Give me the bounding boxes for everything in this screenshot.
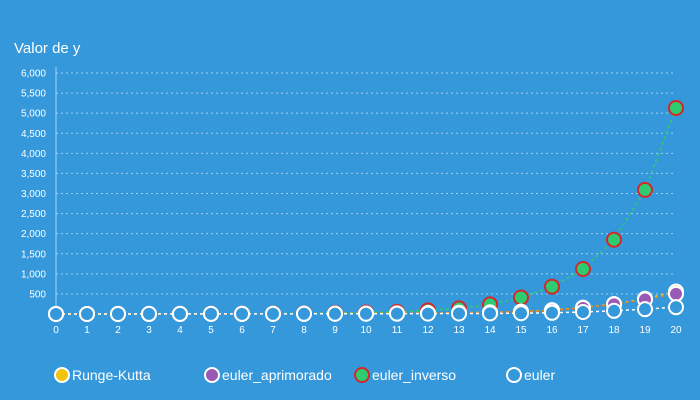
data-point <box>482 305 498 322</box>
data-point <box>234 305 250 322</box>
legend-item: euler <box>506 367 555 383</box>
y-tick-label: 2,500 <box>21 209 46 220</box>
legend-label: euler_inverso <box>372 367 456 383</box>
y-tick-label: 6,000 <box>21 69 46 80</box>
data-point <box>637 301 653 318</box>
x-tick-label: 3 <box>146 325 152 336</box>
x-tick-label: 2 <box>115 325 121 336</box>
data-point <box>110 305 126 322</box>
axes: 500 1,000 1,500 2,000 2,500 3,000 3,500 4,000 4,… <box>21 67 682 336</box>
x-tick-label: 17 <box>577 325 589 336</box>
x-tick-label: 12 <box>422 325 434 336</box>
data-point <box>265 305 281 322</box>
y-tick-label: 3,000 <box>21 189 46 200</box>
data-point <box>575 261 591 278</box>
y-tick-label: 1,000 <box>21 269 46 280</box>
legend-item: euler_aprimorado <box>204 367 332 383</box>
x-tick-label: 11 <box>392 325 403 336</box>
legend-item: Runge-Kutta <box>54 367 151 383</box>
x-tick-label: 0 <box>53 325 59 336</box>
x-tick-label: 15 <box>515 325 527 336</box>
x-tick-label: 9 <box>332 325 338 336</box>
x-tick-label: 1 <box>84 325 90 336</box>
y-tick-label: 5,500 <box>21 89 46 100</box>
data-point <box>389 305 405 322</box>
x-tick-label: 16 <box>546 325 558 336</box>
y-tick-label: 3,500 <box>21 169 46 180</box>
data-point <box>575 303 591 320</box>
gridlines <box>56 72 676 295</box>
data-point <box>637 181 653 198</box>
data-point <box>358 305 374 322</box>
series-line <box>56 306 677 315</box>
x-tick-label: 14 <box>484 325 496 336</box>
data-point <box>668 285 684 302</box>
x-tick-label: 8 <box>301 325 307 336</box>
data-point <box>141 305 157 322</box>
legend-item: euler_inverso <box>354 367 456 383</box>
data-point <box>451 305 467 322</box>
data-point <box>327 305 343 322</box>
data-point <box>296 305 312 322</box>
x-tick-label: 6 <box>239 325 245 336</box>
data-point <box>544 278 560 295</box>
chart-title: Valor de y <box>14 40 81 57</box>
y-tick-label: 5,000 <box>21 109 46 120</box>
data-point <box>172 305 188 322</box>
data-point <box>606 302 622 319</box>
data-point <box>544 304 560 321</box>
series-layer <box>48 99 684 322</box>
x-tick-label: 20 <box>670 325 682 336</box>
data-point <box>513 289 529 306</box>
legend-marker <box>54 367 70 383</box>
legend-label: Runge-Kutta <box>72 367 151 383</box>
legend-marker <box>354 367 370 383</box>
legend-marker <box>204 367 220 383</box>
x-tick-label: 10 <box>360 325 372 336</box>
y-tick-label: 4,000 <box>21 149 46 160</box>
x-tick-label: 19 <box>639 325 651 336</box>
data-point <box>513 305 529 322</box>
legend-label: euler <box>524 367 555 383</box>
x-tick-label: 18 <box>608 325 620 336</box>
legend-label: euler_aprimorado <box>222 367 332 383</box>
y-tick-label: 4,500 <box>21 129 46 140</box>
data-point <box>48 305 64 322</box>
data-point <box>420 305 436 322</box>
y-tick-label: 2,000 <box>21 229 46 240</box>
y-tick-label: 1,500 <box>21 249 46 260</box>
x-tick-label: 7 <box>270 325 276 336</box>
series-euler <box>48 299 684 322</box>
x-tick-label: 5 <box>208 325 214 336</box>
y-tick-label: 500 <box>29 289 46 300</box>
data-point <box>79 305 95 322</box>
legend-marker <box>506 367 522 383</box>
data-point <box>668 299 684 316</box>
x-tick-label: 13 <box>453 325 465 336</box>
x-tick-label: 4 <box>177 325 183 336</box>
data-point <box>606 231 622 248</box>
data-point <box>203 305 219 322</box>
data-point <box>668 99 684 116</box>
legend: Runge-Kutta euler_aprimorado euler_inverso… <box>54 367 555 383</box>
